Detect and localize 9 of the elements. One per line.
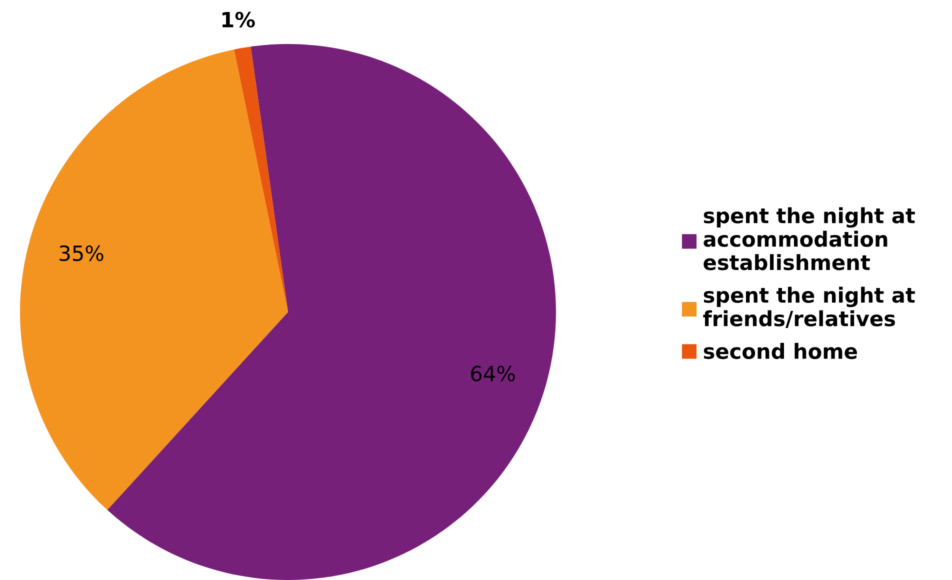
legend-label: spent the night at friends/relatives — [703, 286, 915, 328]
data-label: 64% — [471, 366, 515, 382]
pie-slice — [234, 46, 288, 312]
legend-label: second home — [704, 342, 857, 360]
pie-slice — [20, 49, 288, 510]
data-label: 1% — [222, 12, 255, 28]
legend-label: spent the night at accommodation establishment — [704, 207, 915, 270]
pie-slice — [107, 44, 556, 580]
data-label: 35% — [60, 245, 104, 262]
